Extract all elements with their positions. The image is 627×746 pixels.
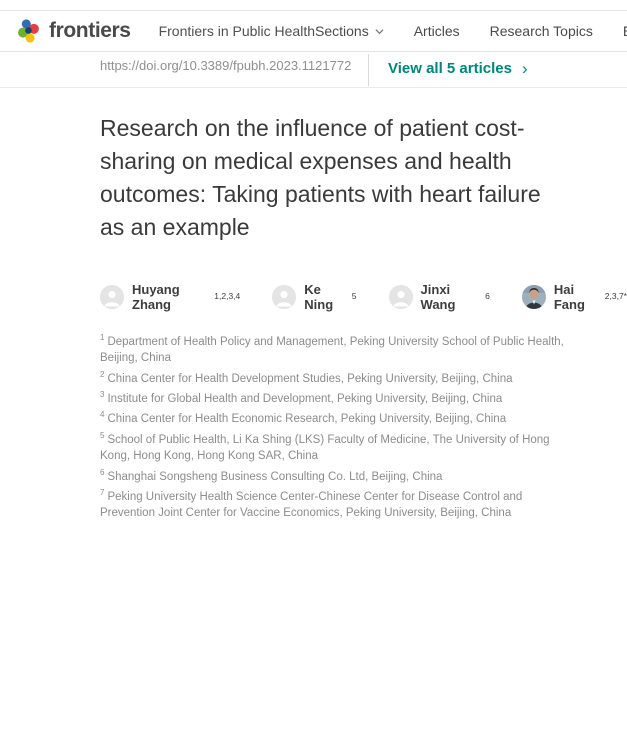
avatar-photo bbox=[521, 285, 546, 309]
nav-item-articles[interactable]: Articles bbox=[414, 23, 460, 39]
journal-name-link[interactable]: Frontiers in Public Health bbox=[158, 23, 315, 39]
affiliation-list: 1 Department of Health Policy and Managem… bbox=[100, 330, 578, 522]
affiliation-item: 2 China Center for Health Development Stu… bbox=[100, 369, 513, 385]
person-icon bbox=[272, 285, 297, 309]
doi-link[interactable]: https://doi.org/10.3389/fpubh.2023.11217… bbox=[100, 58, 352, 73]
frontiers-logo[interactable]: frontiers bbox=[16, 18, 131, 44]
author-name: Jinxi Wang bbox=[420, 282, 456, 312]
author-affil-sup: 5 bbox=[351, 291, 357, 301]
author-chip-jinxi-wang[interactable]: Jinxi Wang 6 bbox=[388, 282, 490, 312]
brand-wordmark: frontiers bbox=[49, 19, 131, 42]
author-affil-sup: 2,3,7* bbox=[604, 291, 627, 301]
author-name: Ke Ning bbox=[304, 282, 334, 312]
author-name: Hai Fang bbox=[553, 282, 585, 312]
frontiers-logo-icon bbox=[18, 19, 39, 43]
page-top-divider bbox=[0, 10, 627, 11]
site-header: frontiers Frontiers in Public Health Sec… bbox=[0, 11, 627, 52]
author-list: Huyang Zhang 1,2,3,4 Ke Ning 5 Jinxi Wang 6 bbox=[100, 282, 627, 312]
avatar bbox=[100, 285, 124, 309]
author-name: Huyang Zhang bbox=[132, 282, 180, 312]
avatar bbox=[388, 285, 413, 309]
affiliation-item: 7 Peking University Health Science Center… bbox=[100, 487, 523, 520]
article-title: Research on the influence of patient cos… bbox=[100, 115, 541, 240]
nav-item-editorial[interactable]: Editoria bbox=[623, 23, 627, 39]
person-icon bbox=[100, 285, 124, 309]
author-affil-sup: 1,2,3,4 bbox=[214, 291, 241, 301]
main-nav: Sections Articles Research Topics Editor… bbox=[315, 23, 627, 39]
author-chip-ke-ning[interactable]: Ke Ning 5 bbox=[272, 282, 357, 312]
view-all-articles-link[interactable]: View all 5 articles › bbox=[388, 58, 528, 78]
nav-label: Articles bbox=[413, 23, 460, 39]
chevron-right-icon: › bbox=[521, 58, 528, 78]
author-photo bbox=[521, 285, 546, 309]
article-meta-strip: https://doi.org/10.3389/fpubh.2023.11217… bbox=[0, 52, 627, 88]
affiliation-item: 3 Institute for Global Health and Develop… bbox=[100, 390, 503, 405]
meta-strip-divider bbox=[368, 54, 369, 86]
author-affil-sup: 6 bbox=[485, 291, 490, 301]
affiliation-item: 5 School of Public Health, Li Ka Shing (L… bbox=[100, 430, 550, 463]
author-chip-hai-fang[interactable]: Hai Fang 2,3,7* bbox=[521, 282, 627, 312]
affiliation-item: 4 China Center for Health Economic Resear… bbox=[100, 410, 507, 426]
affiliation-item: 1 Department of Health Policy and Managem… bbox=[100, 333, 564, 365]
nav-item-research-topics[interactable]: Research Topics bbox=[490, 23, 593, 39]
person-icon bbox=[388, 285, 413, 309]
nav-item-sections[interactable]: Sections bbox=[315, 23, 384, 39]
author-chip-huyang-zhang[interactable]: Huyang Zhang 1,2,3,4 bbox=[100, 282, 240, 312]
nav-label: Editoria bbox=[623, 23, 627, 39]
nav-label: Sections bbox=[315, 23, 369, 39]
chevron-down-icon bbox=[375, 28, 384, 34]
avatar bbox=[272, 285, 297, 309]
affiliation-item: 6 Shanghai Songsheng Business Consulting … bbox=[100, 467, 443, 483]
view-all-label: View all 5 articles bbox=[388, 60, 512, 77]
nav-label: Research Topics bbox=[489, 23, 593, 39]
